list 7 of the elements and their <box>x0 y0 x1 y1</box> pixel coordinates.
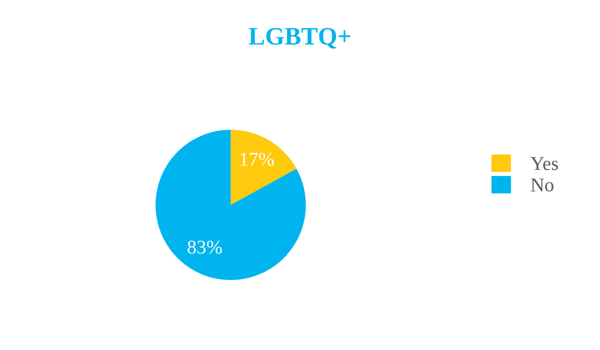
data-label: 17% <box>240 152 274 166</box>
pie-slice <box>230 130 297 205</box>
data-label: 83% <box>188 240 222 254</box>
legend-label: Yes <box>530 157 558 170</box>
chart-title: LGBTQ+ <box>248 28 350 49</box>
pie-slice <box>156 130 306 280</box>
legend-label: No <box>530 178 554 192</box>
